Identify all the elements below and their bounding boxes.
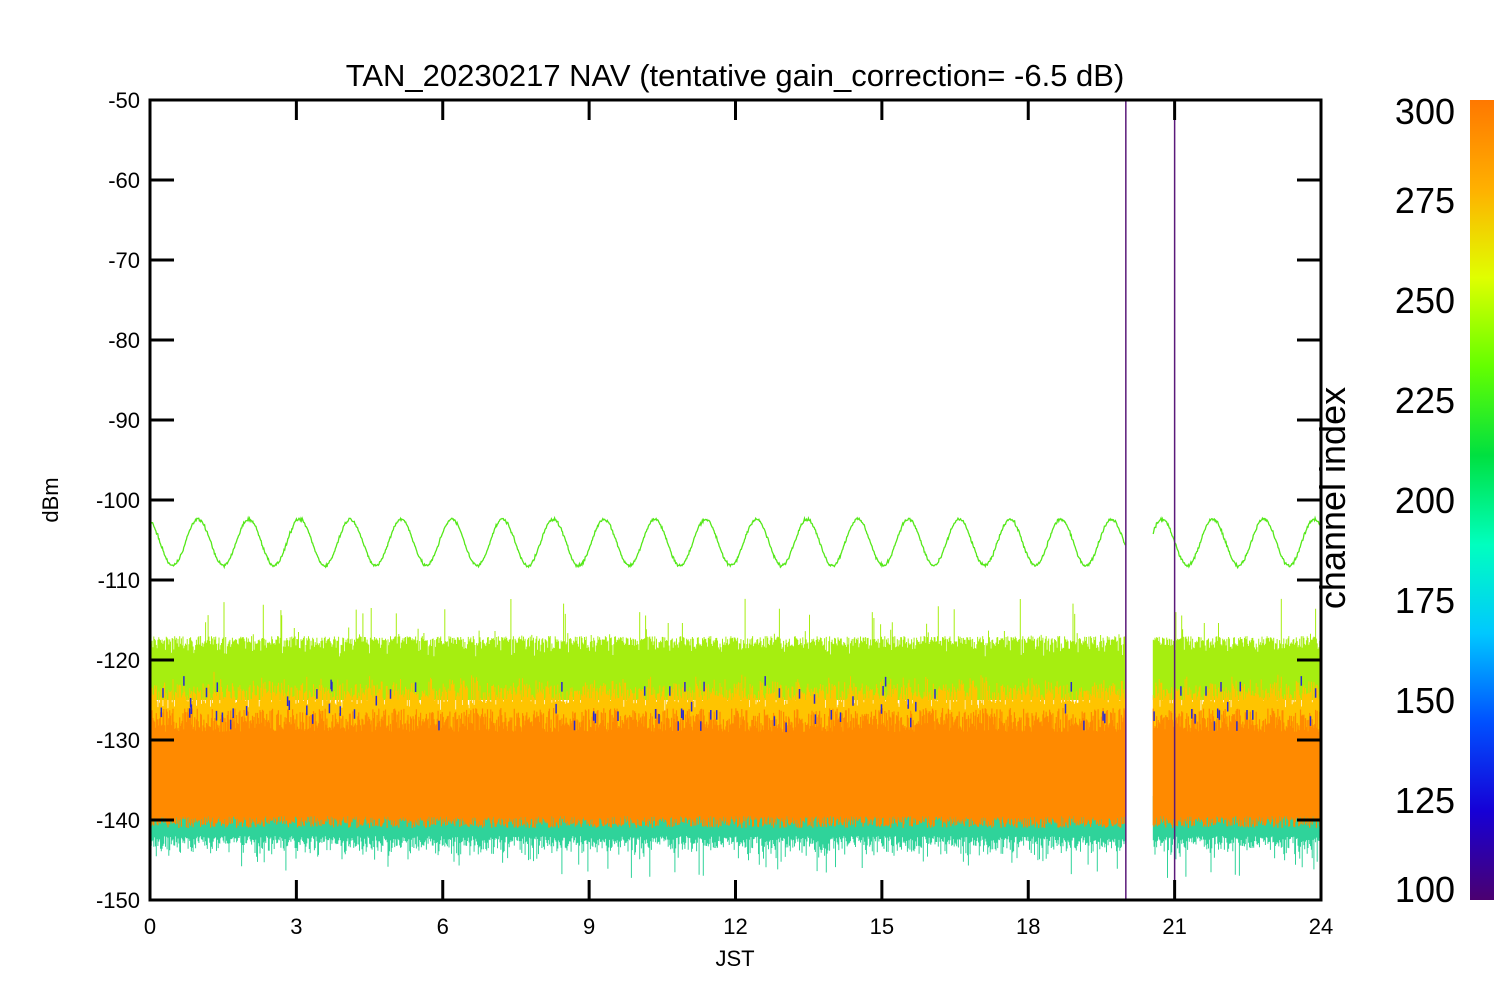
- x-tick-label: 0: [144, 914, 156, 939]
- colorbar-tick-label: 150: [1395, 680, 1455, 721]
- y-tick-label: -50: [108, 88, 140, 113]
- x-tick-label: 24: [1309, 914, 1333, 939]
- series-sinusoid-line: [149, 515, 1322, 570]
- y-tick-label: -110: [98, 568, 140, 593]
- y-tick-label: -130: [96, 728, 140, 753]
- y-tick-label: -90: [108, 408, 140, 433]
- x-axis-title: JST: [715, 946, 754, 971]
- y-tick-label: -120: [96, 648, 140, 673]
- x-tick-label: 18: [1016, 914, 1040, 939]
- noise-band-dark-spikes: [160, 676, 1317, 733]
- y-tick-label: -150: [96, 888, 140, 913]
- x-tick-label: 15: [870, 914, 894, 939]
- y-tick-label: -60: [108, 168, 140, 193]
- series-noise-band: [149, 598, 1322, 878]
- y-axis-ticks: -50 -60 -70 -80 -90 -100 -110 -120 -130 -140 -150: [96, 88, 1321, 913]
- colorbar-tick-label: 125: [1395, 780, 1455, 821]
- plot-data-layer: [149, 100, 1322, 900]
- x-tick-label: 6: [437, 914, 449, 939]
- x-tick-label: 3: [290, 914, 302, 939]
- colorbar-tick-label: 225: [1395, 380, 1455, 421]
- colorbar-tick-label: 250: [1395, 280, 1455, 321]
- y-tick-label: -80: [108, 328, 140, 353]
- y-axis-title: dBm: [38, 477, 63, 522]
- y-tick-label: -100: [96, 488, 140, 513]
- noise-band-upper-edge: [149, 598, 1322, 700]
- colorbar-tick-label: 300: [1395, 91, 1455, 132]
- chart-title: TAN_20230217 NAV (tentative gain_correct…: [346, 58, 1125, 93]
- colorbar-tick-label: 275: [1395, 180, 1455, 221]
- colorbar-title: channel index: [1312, 387, 1353, 609]
- chart-title-group: TAN_20230217 NAV (tentative gain_correct…: [346, 58, 1125, 93]
- colorbar-tick-label: 175: [1395, 580, 1455, 621]
- x-tick-label: 9: [583, 914, 595, 939]
- x-tick-label: 21: [1162, 914, 1186, 939]
- colorbar-gradient: [1470, 100, 1494, 900]
- colorbar-tick-label: 200: [1395, 480, 1455, 521]
- x-tick-label: 12: [723, 914, 747, 939]
- x-axis-ticks: 0 3 6 9 12 15 18 21 24: [144, 100, 1333, 939]
- noise-band-core: [149, 708, 1322, 828]
- colorbar: 300 275 250 225 200 175 150 125 100: [1395, 91, 1494, 910]
- colorbar-tick-label: 100: [1395, 869, 1455, 910]
- y-tick-label: -70: [108, 248, 140, 273]
- y-tick-label: -140: [96, 808, 140, 833]
